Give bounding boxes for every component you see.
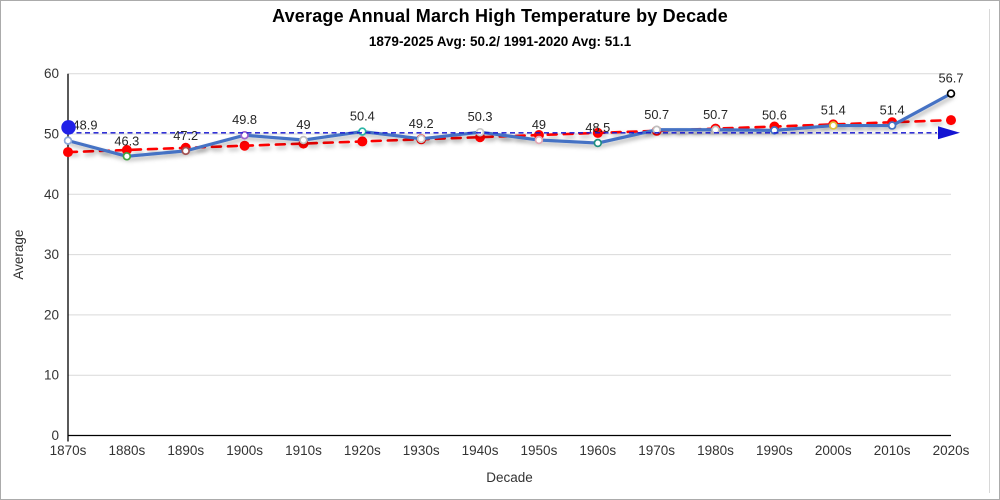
data-point-marker	[770, 126, 779, 135]
y-tick-label: 20	[44, 307, 59, 322]
data-label: 51.4	[821, 103, 846, 118]
y-tick-label: 50	[44, 127, 59, 142]
x-tick-label: 2010s	[874, 443, 911, 458]
data-label: 49.2	[409, 116, 434, 131]
x-tick-label: 1900s	[226, 443, 263, 458]
data-label: 50.6	[762, 107, 787, 122]
x-tick-label: 1870s	[50, 443, 87, 458]
y-tick-labels: 0 10 20 30 40 50 60	[44, 66, 59, 443]
y-tick-label: 10	[44, 368, 59, 383]
average-highlight-point	[61, 120, 76, 135]
chart-title: Average Annual March High Temperature by…	[272, 6, 728, 26]
trend-point	[239, 140, 250, 151]
data-point-marker	[358, 127, 367, 136]
data-point-marker	[829, 121, 838, 130]
x-tick-label: 1940s	[462, 443, 499, 458]
data-point-marker	[299, 135, 308, 145]
data-label: 46.3	[114, 133, 139, 148]
main-line	[66, 91, 953, 158]
x-tick-label: 2000s	[815, 443, 852, 458]
x-tick-labels: 1870s 1880s 1890s 1900s 1910s 1920s 1930s 1940s…	[50, 443, 970, 458]
data-label: 49.8	[232, 112, 257, 127]
data-labels: 48.9 46.3 47.2 49.8 49 50.4 49.2 50.3 49 48.5 50.7…	[73, 71, 964, 149]
data-label: 49	[296, 117, 310, 132]
main-series	[63, 89, 956, 161]
y-axis-title: Average	[11, 230, 26, 280]
y-tick-label: 30	[44, 247, 59, 262]
data-label: 48.5	[585, 120, 610, 135]
data-label: 56.7	[939, 71, 964, 86]
data-point-marker	[946, 89, 956, 98]
x-tick-label: 1890s	[167, 443, 204, 458]
chart-right-divider	[989, 9, 990, 493]
reference-line-arrow-icon	[938, 126, 960, 140]
gridlines	[68, 73, 951, 376]
x-tick-label: 1950s	[521, 443, 558, 458]
data-label: 50.7	[644, 107, 669, 122]
x-tick-label: 1880s	[108, 443, 145, 458]
trend-point	[357, 136, 368, 147]
x-tick-label: 1980s	[697, 443, 734, 458]
x-tick-label: 2020s	[933, 443, 970, 458]
x-axis-title: Decade	[486, 470, 533, 485]
chart-subtitle: 1879-2025 Avg: 50.2/ 1991-2020 Avg: 51.1	[368, 34, 632, 49]
axes	[67, 73, 951, 442]
data-label: 47.2	[173, 128, 198, 143]
data-point-marker	[887, 121, 897, 130]
data-label: 50.3	[468, 109, 493, 124]
x-tick-label: 1910s	[285, 443, 322, 458]
reference-line-group	[68, 126, 960, 140]
data-label: 51.4	[880, 103, 905, 118]
data-label: 49	[532, 117, 546, 132]
data-label: 50.7	[703, 107, 728, 122]
y-tick-label: 0	[51, 428, 59, 443]
data-point-marker	[181, 146, 190, 156]
x-tick-label: 1970s	[638, 443, 675, 458]
data-point-marker	[240, 130, 249, 140]
data-point-marker	[63, 136, 73, 145]
x-tick-label: 1920s	[344, 443, 381, 458]
data-point-marker	[122, 152, 132, 161]
trend-point	[121, 144, 132, 155]
x-tick-label: 1930s	[403, 443, 440, 458]
data-label: 48.9	[73, 118, 98, 133]
trend-point	[63, 147, 73, 158]
data-point-marker	[416, 134, 426, 144]
y-tick-label: 40	[44, 187, 59, 202]
trend-point	[946, 115, 956, 126]
y-tick-label: 60	[44, 66, 59, 81]
data-point-marker	[593, 138, 603, 148]
x-tick-label: 1990s	[756, 443, 793, 458]
data-point-marker	[534, 135, 544, 145]
x-tick-label: 1960s	[579, 443, 616, 458]
data-label: 50.4	[350, 109, 375, 124]
